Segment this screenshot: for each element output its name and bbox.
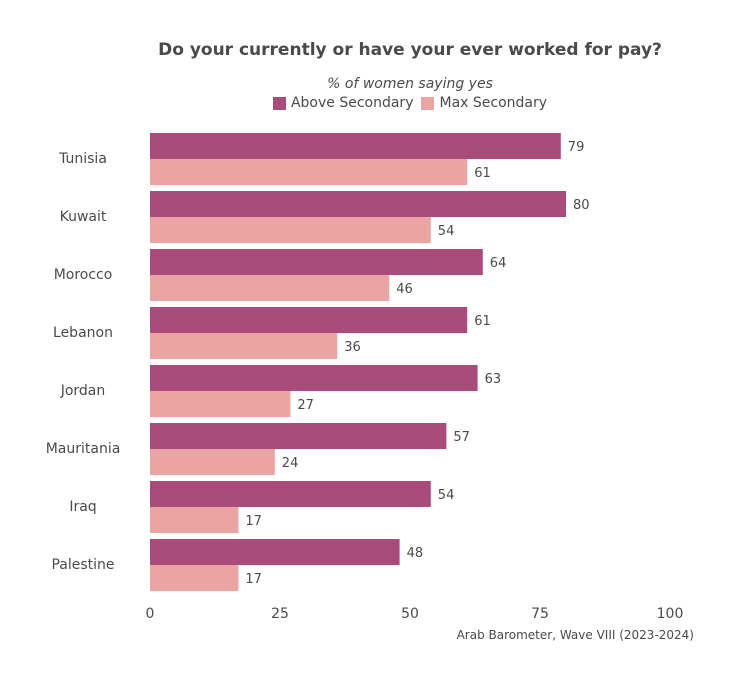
x-tick-label-25: 25 (271, 606, 289, 622)
legend: Above Secondary Max Secondary (150, 95, 670, 111)
x-tick-label-75: 75 (531, 606, 549, 622)
data-label-morocco-max-secondary: 46 (396, 282, 413, 297)
bar-lebanon-above-secondary (150, 307, 468, 333)
chart-subtitle: % of women saying yes (327, 76, 493, 92)
legend-item-above-secondary: Above Secondary (272, 95, 414, 111)
data-label-morocco-above-secondary: 64 (490, 256, 507, 271)
data-label-jordan-max-secondary: 27 (297, 398, 314, 413)
data-label-palestine-max-secondary: 17 (245, 572, 262, 587)
source-caption: Arab Barometer, Wave VIII (2023-2024) (456, 628, 694, 642)
category-label-kuwait: Kuwait (60, 209, 107, 225)
bar-kuwait-above-secondary (150, 191, 566, 217)
chart-title: Do your currently or have your ever work… (158, 40, 662, 60)
category-label-mauritania: Mauritania (46, 441, 121, 457)
legend-swatch-max-secondary (421, 96, 435, 110)
bar-lebanon-max-secondary (150, 333, 338, 359)
data-label-tunisia-above-secondary: 79 (568, 140, 585, 155)
data-label-iraq-max-secondary: 17 (245, 514, 262, 529)
x-tick-label-100: 100 (657, 606, 684, 622)
category-label-morocco: Morocco (54, 267, 113, 283)
data-label-tunisia-max-secondary: 61 (474, 166, 491, 181)
legend-item-max-secondary: Max Secondary (421, 95, 547, 111)
data-label-lebanon-max-secondary: 36 (344, 340, 361, 355)
data-label-mauritania-max-secondary: 24 (282, 456, 299, 471)
bar-palestine-max-secondary (150, 565, 239, 591)
bar-iraq-max-secondary (150, 507, 239, 533)
category-label-tunisia: Tunisia (58, 151, 107, 167)
legend-swatch-above-secondary (272, 96, 286, 110)
x-tick-label-0: 0 (146, 606, 155, 622)
bar-tunisia-above-secondary (150, 133, 561, 159)
category-label-lebanon: Lebanon (53, 325, 113, 341)
legend-label-above-secondary: Above Secondary (290, 95, 414, 111)
category-label-jordan: Jordan (60, 383, 106, 399)
data-label-iraq-above-secondary: 54 (438, 488, 455, 503)
bar-morocco-max-secondary (150, 275, 390, 301)
bar-mauritania-above-secondary (150, 423, 447, 449)
data-label-palestine-above-secondary: 48 (407, 546, 424, 561)
x-tick-label-50: 50 (401, 606, 419, 622)
bar-mauritania-max-secondary (150, 449, 275, 475)
bar-kuwait-max-secondary (150, 217, 431, 243)
data-label-kuwait-above-secondary: 80 (573, 198, 590, 213)
data-label-kuwait-max-secondary: 54 (438, 224, 455, 239)
data-label-lebanon-above-secondary: 61 (474, 314, 491, 329)
category-label-iraq: Iraq (69, 499, 96, 515)
data-label-mauritania-above-secondary: 57 (453, 430, 470, 445)
data-label-jordan-above-secondary: 63 (485, 372, 502, 387)
bar-jordan-max-secondary (150, 391, 291, 417)
bar-morocco-above-secondary (150, 249, 483, 275)
legend-label-max-secondary: Max Secondary (439, 95, 548, 111)
bar-iraq-above-secondary (150, 481, 431, 507)
bar-tunisia-max-secondary (150, 159, 468, 185)
bar-jordan-above-secondary (150, 365, 478, 391)
bar-palestine-above-secondary (150, 539, 400, 565)
category-label-palestine: Palestine (51, 557, 114, 573)
